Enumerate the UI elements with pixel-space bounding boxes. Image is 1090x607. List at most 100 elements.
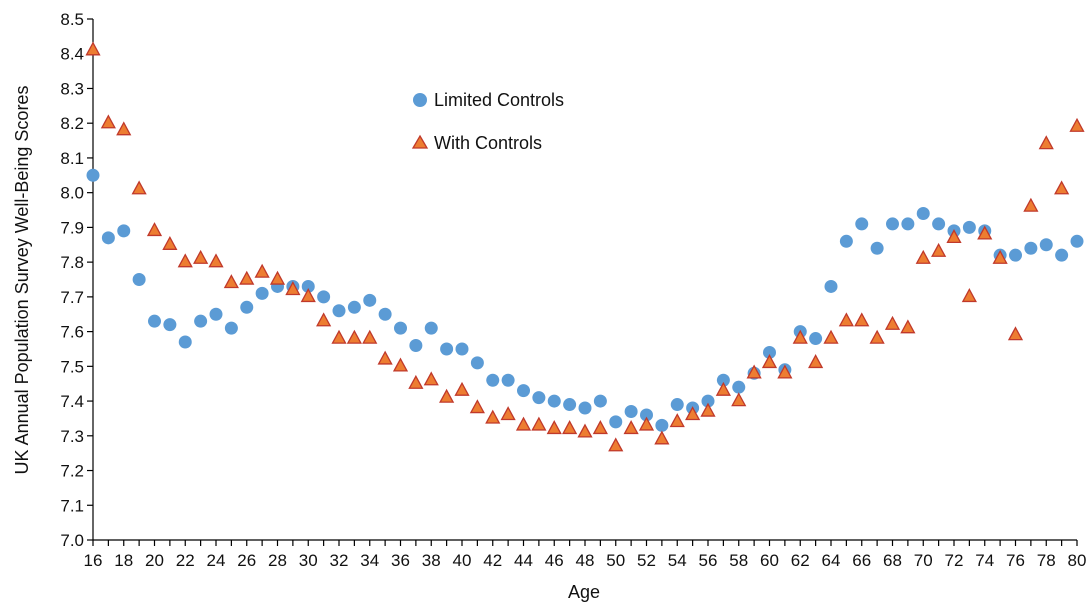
x-tick-label: 52 (637, 551, 656, 570)
x-ticks: 16 18 20 22 24 26 28 30 32 34 36 38 40 42 44 46 48 50 52 54… (84, 540, 1086, 570)
data-point-limited-controls (901, 217, 915, 231)
data-point-limited-controls (363, 293, 377, 307)
x-tick-label: 68 (883, 551, 902, 570)
data-point-limited-controls (886, 217, 899, 231)
series-limited-controls (86, 168, 1084, 432)
x-tick-label: 20 (145, 551, 164, 570)
data-point-with-controls (515, 416, 532, 431)
data-point-limited-controls (209, 307, 223, 321)
x-tick-label: 58 (729, 551, 748, 570)
y-axis-title: UK Annual Population Survey Well-Being S… (12, 86, 32, 475)
x-tick-label: 28 (268, 551, 287, 570)
x-tick-label: 46 (545, 551, 564, 570)
data-point-with-controls (300, 288, 316, 303)
data-point-limited-controls (178, 335, 192, 349)
x-tick-label: 76 (1006, 551, 1025, 570)
data-point-limited-controls (609, 415, 623, 429)
x-tick-label: 36 (391, 551, 410, 570)
x-tick-label: 16 (84, 551, 103, 570)
data-point-limited-controls (578, 401, 592, 415)
data-point-limited-controls (470, 356, 484, 370)
x-tick-label: 74 (975, 551, 994, 570)
data-point-limited-controls (655, 418, 669, 432)
data-point-with-controls (131, 180, 147, 195)
data-point-with-controls (592, 420, 608, 435)
data-point-with-controls (623, 420, 639, 435)
x-tick-label: 42 (483, 551, 502, 570)
legend-marker-limited-controls (413, 93, 427, 107)
data-point-limited-controls (148, 314, 161, 328)
y-tick-label: 7.6 (60, 323, 84, 342)
data-point-limited-controls (1009, 248, 1022, 262)
data-point-with-controls (531, 416, 547, 431)
y-tick-label: 7.0 (60, 531, 84, 550)
data-point-with-controls (638, 416, 655, 431)
data-point-limited-controls (455, 342, 469, 356)
y-ticks: 7.0 7.1 7.2 7.3 7.4 7.5 7.6 7.7 7.8 7.9 8.0 8.1 8.2 8… (60, 10, 93, 550)
data-point-with-controls (992, 249, 1008, 264)
data-point-limited-controls (240, 300, 254, 314)
data-point-with-controls (285, 281, 301, 296)
data-point-limited-controls (701, 394, 715, 408)
data-point-with-controls (1007, 326, 1024, 341)
data-point-with-controls (85, 41, 101, 56)
data-point-with-controls (239, 270, 255, 285)
data-point-limited-controls (532, 391, 546, 405)
data-point-with-controls (408, 374, 424, 389)
x-tick-label: 18 (114, 551, 133, 570)
data-point-limited-controls (839, 234, 853, 248)
data-point-with-controls (961, 288, 977, 303)
data-point-limited-controls (132, 273, 146, 286)
data-point-with-controls (116, 121, 132, 136)
legend-label-with-controls: With Controls (434, 133, 542, 153)
series-layer (85, 41, 1085, 452)
data-point-limited-controls (301, 279, 315, 293)
x-tick-label: 60 (760, 551, 779, 570)
data-point-with-controls (761, 354, 778, 369)
x-tick-label: 48 (576, 551, 595, 570)
x-tick-label: 50 (606, 551, 625, 570)
data-point-with-controls (777, 364, 793, 379)
data-point-with-controls (439, 388, 455, 403)
data-point-limited-controls (424, 321, 438, 335)
data-point-with-controls (915, 249, 931, 264)
data-point-limited-controls (563, 398, 577, 412)
y-tick-label: 8.5 (60, 10, 84, 29)
data-point-limited-controls (194, 314, 208, 328)
data-point-with-controls (931, 242, 947, 257)
x-tick-label: 24 (207, 551, 226, 570)
data-point-limited-controls (624, 404, 638, 418)
data-point-with-controls (669, 413, 685, 428)
data-point-with-controls (346, 329, 362, 344)
legend: Limited Controls With Controls (411, 90, 564, 153)
data-point-with-controls (1069, 117, 1085, 132)
data-point-limited-controls (1055, 248, 1069, 262)
data-point-with-controls (100, 114, 116, 129)
y-tick-label: 8.4 (60, 45, 84, 64)
x-tick-label: 54 (668, 551, 687, 570)
legend-label-limited-controls: Limited Controls (434, 90, 564, 110)
data-point-with-controls (316, 312, 332, 327)
data-point-with-controls (577, 423, 593, 438)
y-tick-label: 7.7 (60, 288, 84, 307)
data-point-with-controls (823, 329, 839, 344)
data-point-limited-controls (870, 241, 884, 255)
data-point-limited-controls (1039, 238, 1053, 252)
data-point-limited-controls (332, 304, 346, 318)
series-with-controls (85, 41, 1085, 452)
y-tick-label: 7.8 (60, 253, 84, 272)
data-point-with-controls (269, 270, 286, 285)
data-point-with-controls (1023, 197, 1039, 212)
data-point-limited-controls (1024, 241, 1038, 255)
data-point-limited-controls (347, 300, 361, 314)
data-point-with-controls (546, 420, 562, 435)
data-point-with-controls (654, 430, 670, 445)
x-tick-label: 78 (1037, 551, 1056, 570)
data-point-limited-controls (501, 373, 515, 387)
data-point-with-controls (377, 350, 393, 365)
data-point-limited-controls (824, 279, 838, 293)
data-point-limited-controls (809, 332, 823, 346)
y-tick-label: 8.3 (60, 79, 84, 98)
x-tick-label: 72 (945, 551, 964, 570)
